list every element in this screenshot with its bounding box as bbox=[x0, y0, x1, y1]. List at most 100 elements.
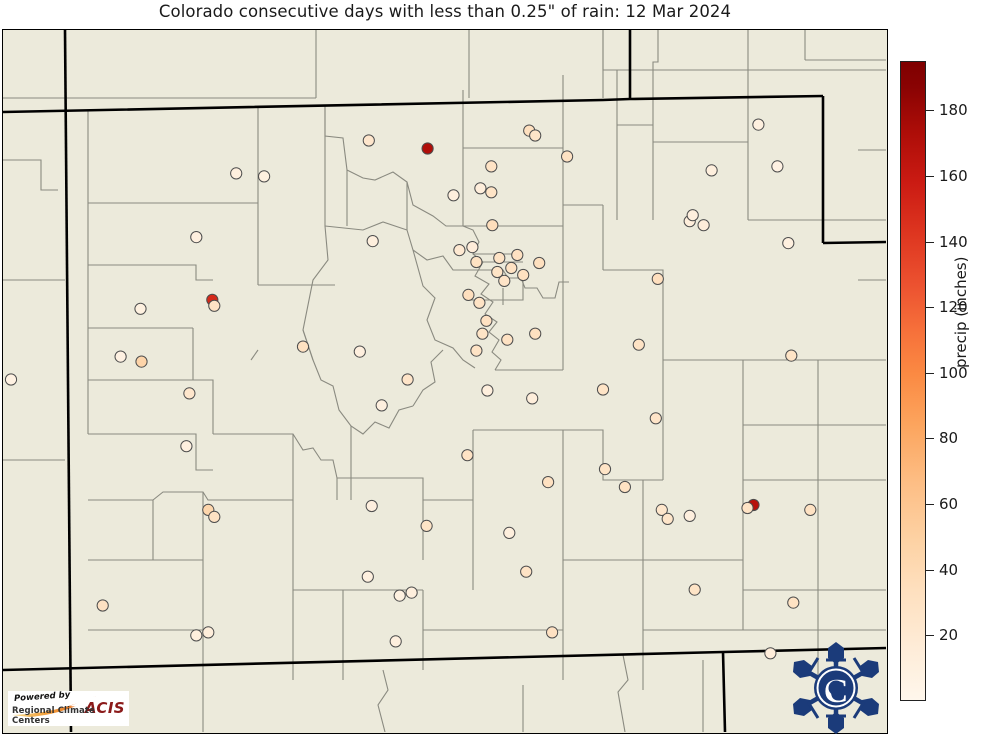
station-marker[interactable] bbox=[476, 327, 489, 340]
station-marker[interactable] bbox=[365, 499, 378, 513]
station-marker[interactable] bbox=[493, 251, 506, 265]
station-marker[interactable] bbox=[420, 519, 433, 532]
station-marker[interactable] bbox=[389, 635, 402, 648]
station-marker[interactable] bbox=[501, 333, 514, 346]
station-marker[interactable] bbox=[208, 510, 221, 523]
station-marker[interactable] bbox=[485, 160, 498, 173]
colorbar-tick-label: 120 bbox=[939, 298, 968, 317]
station-marker[interactable] bbox=[651, 272, 664, 285]
station-marker[interactable] bbox=[474, 182, 487, 195]
station-marker[interactable] bbox=[491, 265, 504, 279]
station-marker[interactable] bbox=[4, 373, 18, 386]
station-marker[interactable] bbox=[208, 299, 221, 312]
station-marker[interactable] bbox=[134, 302, 147, 315]
station-marker[interactable] bbox=[782, 237, 795, 250]
colorbar-tick-label: 180 bbox=[939, 101, 968, 120]
station-marker[interactable] bbox=[529, 129, 542, 142]
station-marker[interactable] bbox=[447, 189, 460, 202]
station-marker[interactable] bbox=[618, 480, 632, 494]
station-marker[interactable] bbox=[498, 274, 511, 287]
state-boundaries bbox=[3, 30, 886, 732]
station-marker[interactable] bbox=[632, 338, 645, 351]
station-marker[interactable] bbox=[787, 596, 800, 609]
station-marker[interactable] bbox=[705, 164, 718, 177]
colorado-map-panel[interactable] bbox=[2, 29, 888, 734]
station-marker[interactable] bbox=[230, 167, 243, 180]
station-marker[interactable] bbox=[183, 387, 196, 400]
station-marker[interactable] bbox=[480, 314, 493, 327]
station-marker[interactable] bbox=[190, 231, 203, 244]
station-marker[interactable] bbox=[375, 399, 388, 412]
colorbar-tick-mark bbox=[926, 438, 934, 440]
colorbar-tick-label: 20 bbox=[939, 626, 959, 645]
station-marker[interactable] bbox=[180, 440, 193, 453]
station-marker[interactable] bbox=[461, 449, 474, 462]
colorado-climate-center-logo[interactable]: C bbox=[788, 640, 884, 736]
station-marker[interactable] bbox=[135, 355, 148, 368]
colorbar-axis-label: precip (inches) bbox=[952, 256, 970, 368]
station-marker[interactable] bbox=[655, 503, 668, 516]
colorbar-tick-label: 60 bbox=[939, 495, 959, 514]
station-marker[interactable] bbox=[542, 476, 555, 489]
station-marker[interactable] bbox=[473, 296, 486, 309]
station-marker[interactable] bbox=[362, 134, 375, 147]
station-marker[interactable] bbox=[686, 209, 699, 222]
acis-logo[interactable]: Powered by ACIS Regional Climate Centers bbox=[8, 691, 129, 726]
station-marker[interactable] bbox=[486, 219, 499, 232]
station-markers[interactable] bbox=[4, 118, 817, 660]
station-marker[interactable] bbox=[421, 142, 434, 155]
colorbar-tick-label: 160 bbox=[939, 166, 968, 185]
colorbar-tick-mark bbox=[926, 110, 934, 112]
station-marker[interactable] bbox=[520, 565, 533, 578]
station-marker[interactable] bbox=[529, 327, 542, 340]
colorbar-tick-label: 80 bbox=[939, 429, 959, 448]
station-marker[interactable] bbox=[598, 463, 612, 476]
station-marker[interactable] bbox=[361, 570, 374, 583]
colorbar-tick-mark bbox=[926, 175, 934, 177]
station-marker[interactable] bbox=[764, 647, 777, 660]
station-marker[interactable] bbox=[752, 118, 765, 131]
station-marker[interactable] bbox=[96, 599, 109, 612]
station-marker[interactable] bbox=[258, 170, 271, 183]
station-marker[interactable] bbox=[546, 626, 559, 639]
station-marker[interactable] bbox=[785, 349, 798, 362]
colorbar-gradient bbox=[900, 61, 926, 701]
station-marker[interactable] bbox=[353, 345, 366, 358]
station-marker[interactable] bbox=[517, 268, 530, 282]
station-marker[interactable] bbox=[114, 350, 127, 363]
station-marker[interactable] bbox=[683, 509, 696, 522]
station-marker[interactable] bbox=[804, 503, 817, 516]
colorbar[interactable]: 20 40 60 80 100 120 140 160 180 bbox=[900, 61, 968, 701]
station-marker[interactable] bbox=[190, 629, 203, 642]
station-marker[interactable] bbox=[661, 512, 674, 525]
station-marker[interactable] bbox=[202, 626, 215, 639]
station-marker[interactable] bbox=[561, 150, 574, 163]
station-marker[interactable] bbox=[405, 586, 418, 599]
station-marker[interactable] bbox=[697, 219, 710, 232]
station-marker[interactable] bbox=[453, 244, 466, 257]
station-marker[interactable] bbox=[526, 392, 539, 405]
station-marker[interactable] bbox=[366, 235, 379, 248]
station-marker[interactable] bbox=[688, 583, 701, 596]
station-marker[interactable] bbox=[296, 340, 310, 353]
station-marker[interactable] bbox=[505, 261, 518, 275]
station-marker[interactable] bbox=[481, 384, 494, 397]
colorbar-tick-label: 140 bbox=[939, 232, 968, 251]
station-marker[interactable] bbox=[401, 373, 414, 386]
station-marker[interactable] bbox=[596, 383, 610, 396]
station-marker[interactable] bbox=[741, 501, 754, 515]
station-marker[interactable] bbox=[470, 255, 483, 269]
station-marker[interactable] bbox=[462, 288, 475, 301]
station-marker[interactable] bbox=[503, 526, 516, 539]
station-marker[interactable] bbox=[393, 589, 406, 602]
station-marker[interactable] bbox=[533, 256, 546, 270]
station-marker[interactable] bbox=[466, 241, 479, 254]
colorbar-tick-label: 40 bbox=[939, 560, 959, 579]
station-marker[interactable] bbox=[470, 344, 483, 357]
station-marker[interactable] bbox=[511, 248, 524, 262]
station-marker[interactable] bbox=[485, 186, 498, 199]
station-marker[interactable] bbox=[771, 160, 784, 173]
station-marker[interactable] bbox=[649, 412, 662, 425]
colorado-map-svg[interactable] bbox=[3, 30, 886, 732]
